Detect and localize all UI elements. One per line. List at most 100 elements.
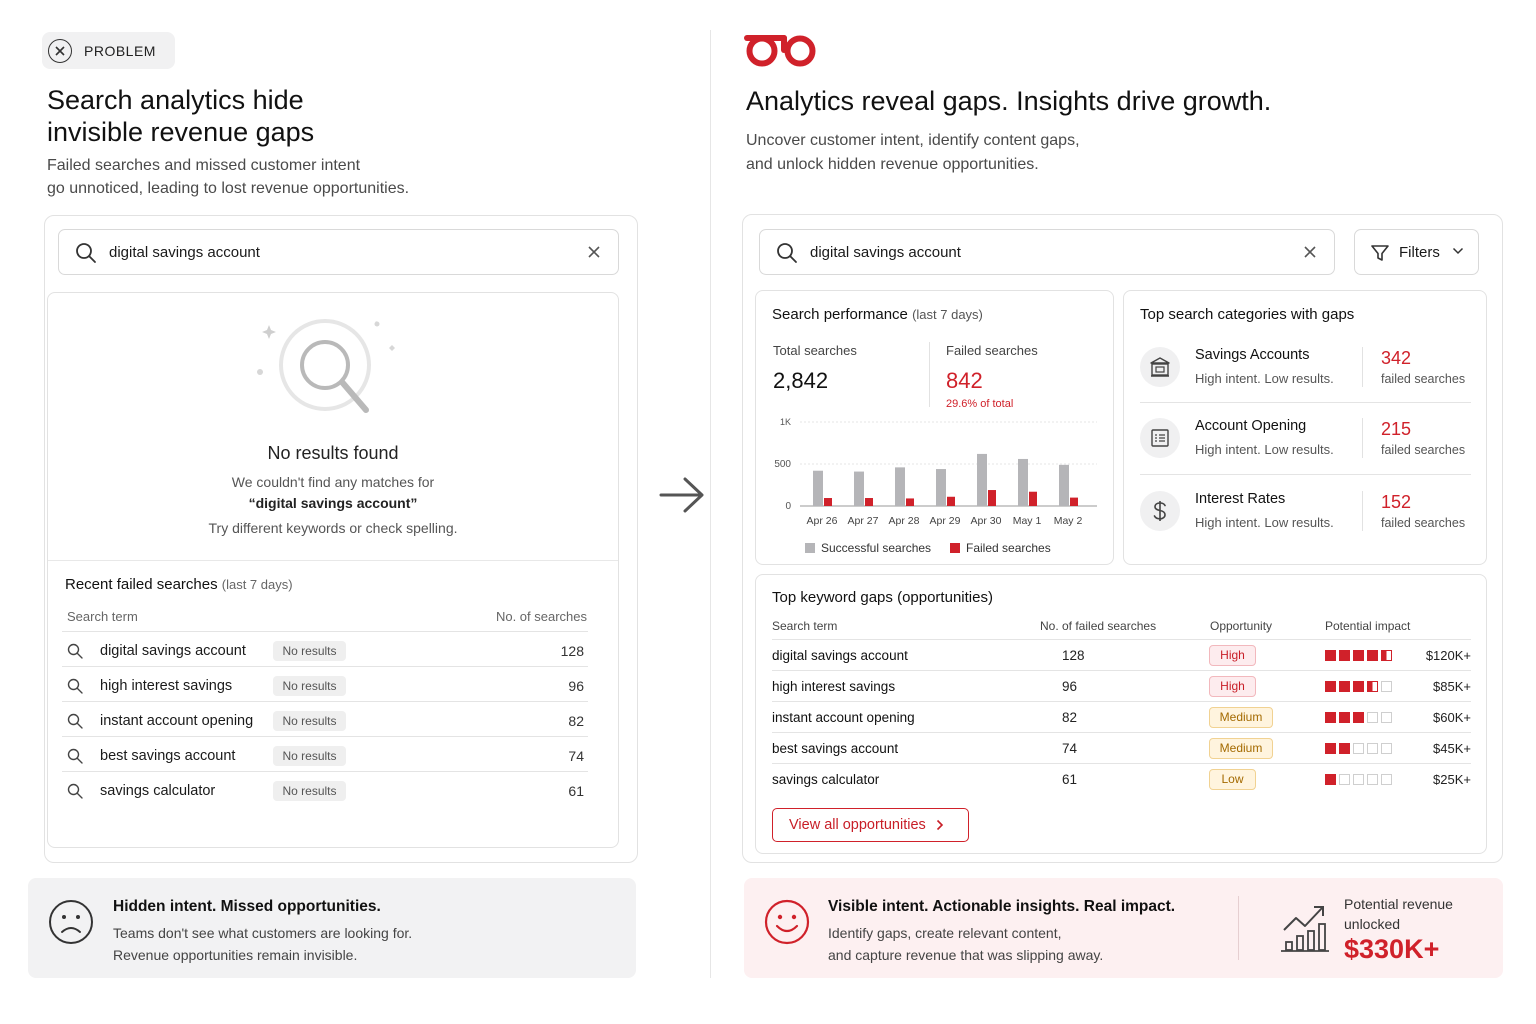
impact-segment xyxy=(1381,712,1392,723)
failed-searches-label: Failed searches xyxy=(946,343,1038,358)
clear-icon[interactable] xyxy=(586,244,602,260)
legend-swatch-gray xyxy=(805,543,815,553)
category-divider xyxy=(1362,418,1363,458)
bar-failed xyxy=(1070,497,1078,506)
x-tick-label: Apr 29 xyxy=(930,515,961,527)
table-row[interactable]: digital savings account No results 128 xyxy=(62,631,588,666)
impact-segment xyxy=(1381,743,1392,754)
table-row[interactable]: best savings account No results 74 xyxy=(62,736,588,771)
revenue-value: $330K+ xyxy=(1344,934,1440,964)
stat-divider xyxy=(929,342,930,407)
failed-count: 61 xyxy=(1062,772,1078,787)
status-badge: No results xyxy=(273,781,346,801)
category-desc: High intent. Low results. xyxy=(1195,371,1334,386)
col-header-term: Search term xyxy=(772,619,838,633)
keyword-term: best savings account xyxy=(772,741,899,756)
category-count: 342 xyxy=(1381,348,1412,368)
status-badge: No results xyxy=(273,676,346,696)
dollar-icon xyxy=(1140,491,1180,531)
status-badge: No results xyxy=(273,746,346,766)
failed-count: 96 xyxy=(1062,679,1078,694)
category-name: Savings Accounts xyxy=(1195,347,1310,363)
search-count: 96 xyxy=(568,678,584,694)
search-term: savings calculator xyxy=(100,783,216,799)
failed-searches-value: 842 xyxy=(946,368,983,393)
impact-value: $45K+ xyxy=(1433,741,1471,756)
impact-meter xyxy=(1325,650,1392,661)
table-row[interactable]: best savings account 74 Medium $45K+ xyxy=(772,732,1471,763)
category-row-account-opening[interactable]: Account Opening High intent. Low results… xyxy=(1140,418,1471,488)
opportunity-badge: High xyxy=(1209,676,1256,697)
divider xyxy=(1140,402,1471,403)
bar-successful xyxy=(977,453,987,506)
left-footer-title: Hidden intent. Missed opportunities. xyxy=(113,898,381,915)
impact-meter xyxy=(1325,712,1392,723)
bar-failed xyxy=(988,490,996,506)
no-results-title: No results found xyxy=(267,443,399,463)
magnifier-illustration-icon xyxy=(257,319,395,413)
table-row[interactable]: high interest savings 96 High $85K+ xyxy=(772,670,1471,701)
happy-face-icon xyxy=(764,899,810,945)
search-term: best savings account xyxy=(100,748,236,764)
category-row-interest-rates[interactable]: Interest Rates High intent. Low results.… xyxy=(1140,491,1471,561)
impact-value: $120K+ xyxy=(1425,648,1471,663)
left-subtitle: Failed searches and missed customer inte… xyxy=(47,157,410,197)
category-name: Interest Rates xyxy=(1195,491,1286,507)
table-row[interactable]: digital savings account 128 High $120K+ xyxy=(772,639,1471,670)
no-results-hint: Try different keywords or check spelling… xyxy=(208,520,458,536)
revenue-label-line2: unlocked xyxy=(1344,916,1401,932)
status-badge: No results xyxy=(273,711,346,731)
category-count-label: failed searches xyxy=(1381,516,1466,530)
search-icon xyxy=(76,243,96,263)
impact-segment xyxy=(1339,774,1350,785)
search-icon xyxy=(67,678,83,694)
performance-bar-chart: 0 500 1K Apr 26 Apr 27 Apr 28 Apr 29 Apr 30 May … xyxy=(774,417,1097,527)
category-count: 152 xyxy=(1381,492,1412,512)
sad-face-icon xyxy=(49,900,93,944)
impact-segment xyxy=(1325,743,1336,754)
bar-successful xyxy=(1059,464,1069,506)
impact-meter xyxy=(1325,774,1392,785)
opportunity-badge: Medium xyxy=(1209,707,1273,728)
view-all-opportunities-button[interactable]: View all opportunities xyxy=(772,808,969,842)
clear-icon[interactable] xyxy=(1302,244,1318,260)
right-panel xyxy=(742,214,1503,863)
top-categories-card xyxy=(1123,290,1487,565)
search-count: 128 xyxy=(560,643,584,659)
col-header-search-term: Search term xyxy=(67,609,138,624)
table-row[interactable]: high interest savings No results 96 xyxy=(62,666,588,701)
legend-failed: Failed searches xyxy=(950,541,1051,555)
bar-failed xyxy=(1029,491,1037,506)
bar-successful xyxy=(936,469,946,506)
problem-label: PROBLEM xyxy=(84,42,156,59)
impact-segment xyxy=(1325,774,1336,785)
x-tick-label: Apr 28 xyxy=(889,515,920,527)
no-results-card: No results found We couldn't find any ma… xyxy=(47,292,619,848)
impact-segment xyxy=(1339,743,1350,754)
bar-failed xyxy=(824,498,832,506)
y-tick-label: 500 xyxy=(774,459,791,470)
right-search-input[interactable]: digital savings account xyxy=(759,229,1335,275)
table-row[interactable]: savings calculator No results 61 xyxy=(62,771,588,806)
filters-button[interactable]: Filters xyxy=(1354,229,1479,275)
category-row-savings[interactable]: Savings Accounts High intent. Low result… xyxy=(1140,347,1471,417)
growth-chart-icon xyxy=(1281,906,1329,952)
bank-icon xyxy=(1140,347,1180,387)
table-row[interactable]: instant account opening No results 82 xyxy=(62,701,588,736)
y-tick-label: 0 xyxy=(785,501,791,512)
search-term: digital savings account xyxy=(100,643,246,659)
x-tick-label: Apr 30 xyxy=(971,515,1002,527)
chevron-right-icon xyxy=(936,819,943,831)
category-count-label: failed searches xyxy=(1381,372,1466,386)
impact-segment xyxy=(1353,774,1364,785)
right-subtitle: Uncover customer intent, identify conten… xyxy=(746,132,1080,173)
bar-failed xyxy=(865,498,873,506)
left-search-input[interactable]: digital savings account xyxy=(58,229,619,275)
search-icon xyxy=(67,713,83,729)
total-searches-value: 2,842 xyxy=(773,368,829,393)
category-count-label: failed searches xyxy=(1381,443,1466,457)
category-count: 215 xyxy=(1381,419,1412,439)
table-row[interactable]: instant account opening 82 Medium $60K+ xyxy=(772,701,1471,732)
arrow-right-icon xyxy=(659,477,704,513)
table-row[interactable]: savings calculator 61 Low $25K+ xyxy=(772,763,1471,794)
